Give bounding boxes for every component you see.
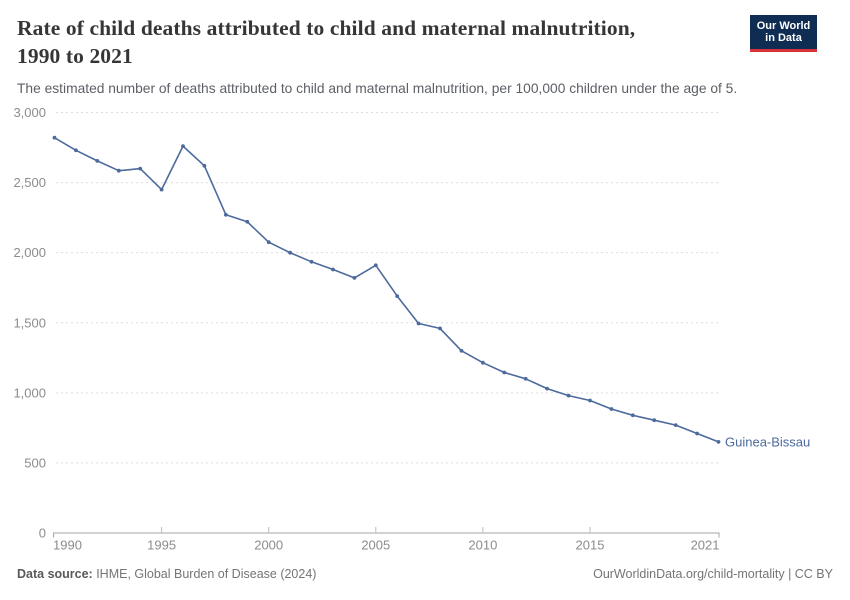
y-tick-label-2500: 2,500 bbox=[13, 175, 46, 190]
data-point-1995[interactable] bbox=[159, 187, 164, 192]
data-point-1991[interactable] bbox=[74, 148, 78, 153]
x-tick-label-2010: 2010 bbox=[468, 538, 497, 553]
data-point-1994[interactable] bbox=[138, 166, 143, 171]
x-tick-label-2021: 2021 bbox=[691, 538, 720, 553]
x-tick-label-2000: 2000 bbox=[254, 538, 283, 553]
data-point-2007[interactable] bbox=[416, 321, 421, 326]
data-point-2003[interactable] bbox=[331, 267, 335, 272]
chart-header: Rate of child deaths attributed to child… bbox=[17, 14, 833, 97]
data-point-2004[interactable] bbox=[352, 276, 357, 280]
data-point-2016[interactable] bbox=[609, 407, 614, 411]
data-point-2014[interactable] bbox=[566, 393, 571, 398]
chart-subtitle: The estimated number of deaths attribute… bbox=[17, 81, 738, 96]
chart-title-line1: Rate of child deaths attributed to child… bbox=[17, 16, 636, 40]
data-source-value: IHME, Global Burden of Disease (2024) bbox=[92, 567, 317, 581]
data-point-2018[interactable] bbox=[652, 418, 657, 423]
data-point-2006[interactable] bbox=[395, 294, 400, 298]
data-point-1992[interactable] bbox=[95, 159, 100, 163]
data-point-1996[interactable] bbox=[181, 144, 185, 149]
y-tick-label-3000: 3,000 bbox=[13, 105, 46, 120]
x-tick-label-2015: 2015 bbox=[576, 538, 605, 553]
license-link[interactable]: OurWorldinData.org/child-mortality | CC … bbox=[593, 567, 833, 581]
data-point-2005[interactable] bbox=[373, 263, 378, 268]
data-point-2000[interactable] bbox=[266, 240, 271, 245]
data-point-1999[interactable] bbox=[245, 219, 250, 224]
data-point-2020[interactable] bbox=[695, 431, 699, 436]
data-point-1990[interactable] bbox=[52, 135, 57, 140]
chart-footer: Data source: IHME, Global Burden of Dise… bbox=[17, 566, 833, 582]
data-point-2002[interactable] bbox=[309, 259, 314, 264]
data-point-2011[interactable] bbox=[502, 370, 507, 375]
data-point-1997[interactable] bbox=[202, 163, 207, 168]
data-point-1998[interactable] bbox=[224, 212, 228, 217]
data-point-2019[interactable] bbox=[673, 423, 678, 427]
y-tick-label-500: 500 bbox=[24, 455, 46, 470]
x-tick-label-1995: 1995 bbox=[147, 538, 176, 553]
data-point-2013[interactable] bbox=[545, 386, 549, 391]
data-point-2021[interactable] bbox=[716, 440, 721, 444]
data-point-2015[interactable] bbox=[588, 398, 592, 403]
y-tick-label-1000: 1,000 bbox=[13, 385, 46, 400]
data-point-2010[interactable] bbox=[481, 360, 485, 365]
owid-logo-line2: in Data bbox=[765, 32, 802, 44]
y-tick-label-0: 0 bbox=[39, 526, 46, 541]
data-source: Data source: IHME, Global Burden of Dise… bbox=[17, 566, 316, 582]
y-tick-label-2000: 2,000 bbox=[13, 245, 46, 260]
owid-logo-line1: Our World bbox=[756, 19, 811, 32]
data-source-label: Data source: bbox=[17, 567, 93, 581]
chart-title: Rate of child deaths attributed to child… bbox=[17, 14, 757, 70]
data-point-2001[interactable] bbox=[288, 250, 292, 255]
data-point-2017[interactable] bbox=[630, 413, 635, 418]
x-tick-label-1990: 1990 bbox=[53, 538, 82, 553]
owid-logo[interactable]: Our World in Data bbox=[750, 15, 817, 52]
data-point-1993[interactable] bbox=[116, 168, 121, 173]
data-point-2012[interactable] bbox=[523, 376, 528, 381]
series-end-label[interactable]: Guinea-Bissau bbox=[725, 434, 810, 449]
data-point-2008[interactable] bbox=[438, 326, 442, 331]
y-tick-label-1500: 1,500 bbox=[13, 315, 46, 330]
x-tick-label-2005: 2005 bbox=[361, 538, 390, 553]
data-point-2009[interactable] bbox=[459, 348, 464, 353]
line-guinea-bissau[interactable] bbox=[53, 136, 720, 443]
chart-title-line2: 1990 to 2021 bbox=[17, 44, 133, 68]
